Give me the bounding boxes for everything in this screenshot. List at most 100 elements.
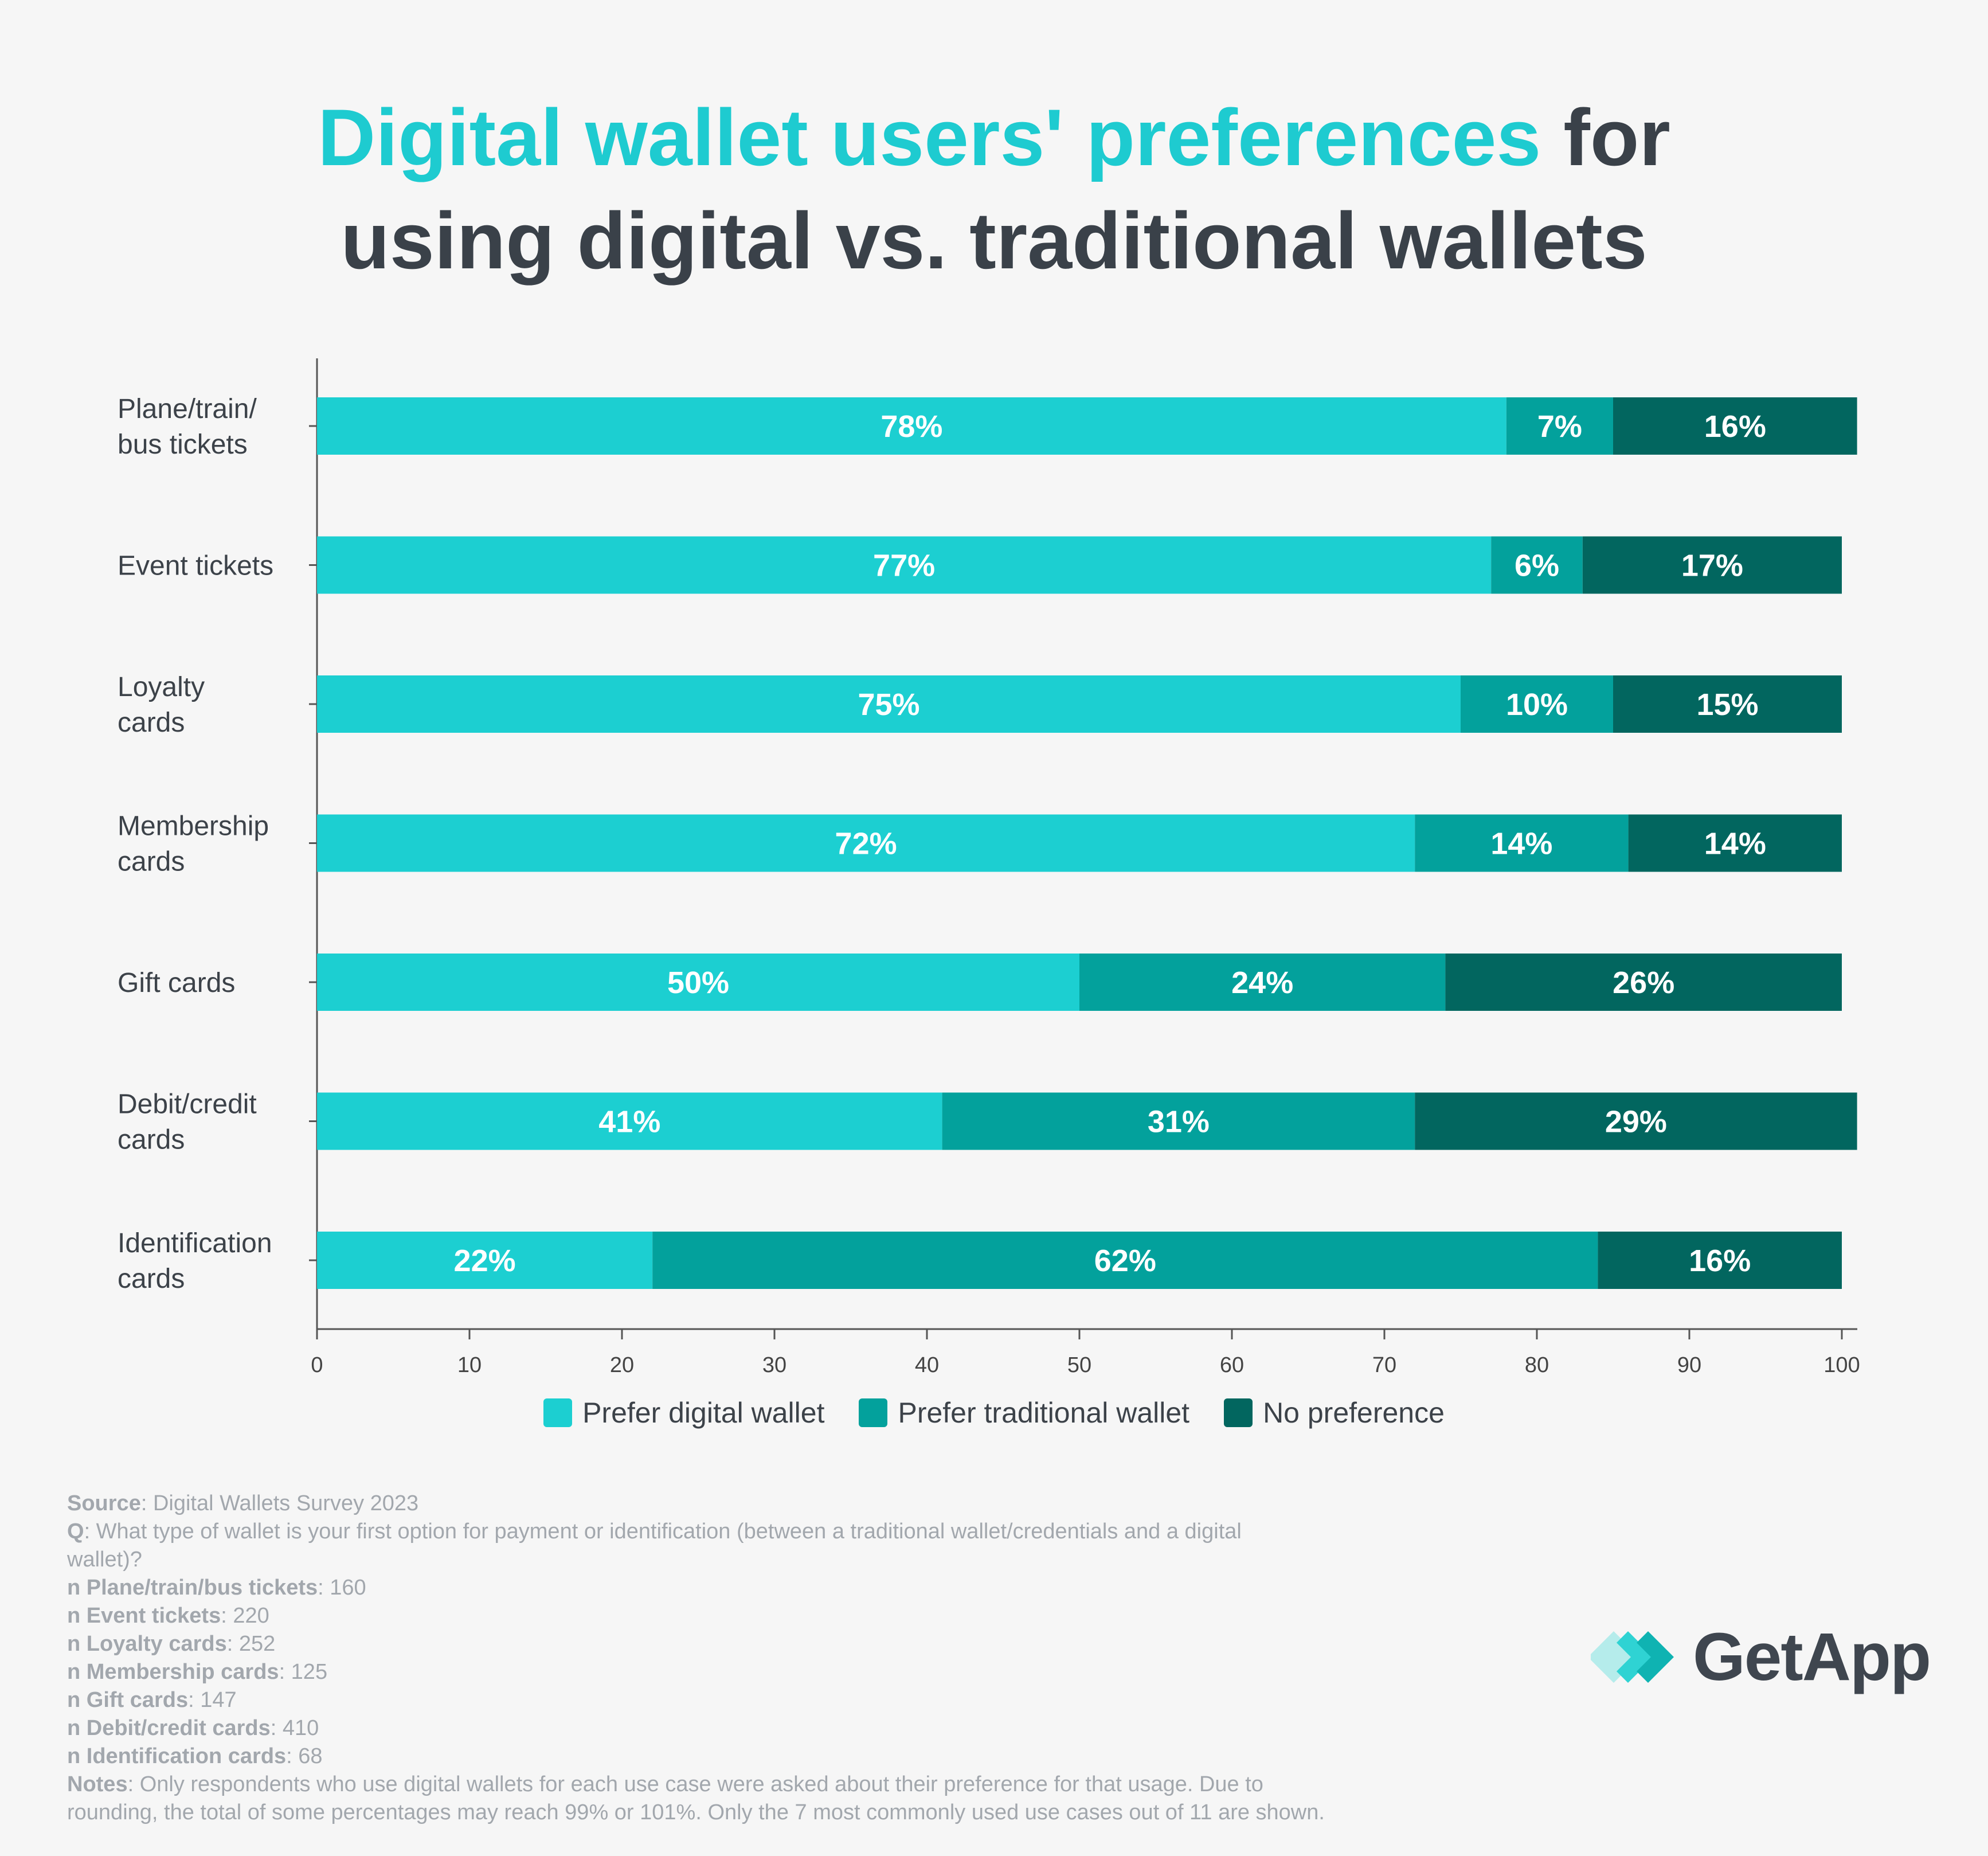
category-label: Debit/credit (118, 1089, 257, 1120)
category-label: Event tickets (118, 551, 273, 581)
x-tick-label: 80 (1525, 1353, 1549, 1377)
x-tick-label: 40 (915, 1353, 939, 1377)
footnote-text: : 125 (279, 1660, 328, 1684)
data-label: 78% (880, 409, 942, 444)
bar-no-preference (1598, 1232, 1842, 1289)
bar-traditional (1491, 536, 1583, 594)
x-tick-label: 50 (1067, 1353, 1091, 1377)
category-label: Gift cards (118, 968, 235, 998)
x-tick-label: 90 (1677, 1353, 1701, 1377)
legend-item-digital: Prefer digital wallet (543, 1396, 824, 1429)
footnote-label: Source (67, 1491, 141, 1515)
bar-digital (317, 1232, 653, 1289)
footnote-line: Q: What type of wallet is your first opt… (67, 1518, 1443, 1546)
legend-swatch-no-preference (1224, 1398, 1253, 1427)
bar-digital (317, 536, 1492, 594)
legend-swatch-traditional (859, 1398, 888, 1427)
footnote-line: wallet)? (67, 1546, 1443, 1574)
category-label: Loyalty (118, 672, 205, 702)
footnote-label: n Identification cards (67, 1744, 287, 1768)
data-label: 26% (1613, 966, 1674, 1000)
bar-no-preference (1582, 536, 1842, 594)
footnote-text: : 68 (286, 1744, 323, 1768)
footnote-line: n Event tickets: 220 (67, 1602, 1443, 1630)
title-rest: for (1563, 92, 1670, 182)
category-label: Identification (118, 1228, 272, 1259)
data-label: 24% (1231, 966, 1293, 1000)
legend-label-no-preference: No preference (1263, 1397, 1445, 1429)
bar-digital (317, 814, 1415, 872)
data-label: 16% (1704, 409, 1766, 444)
legend-item-no-preference: No preference (1224, 1396, 1445, 1429)
chart-legend: Prefer digital wallet Prefer traditional… (0, 1396, 1988, 1429)
footnote-label: n Membership cards (67, 1660, 279, 1684)
footnote-label: n Plane/train/bus tickets (67, 1576, 318, 1600)
footnote-line: n Gift cards: 147 (67, 1686, 1443, 1714)
footnote-line: Notes: Only respondents who use digital … (67, 1771, 1443, 1799)
bar-traditional (942, 1092, 1415, 1150)
footnote-text: : 410 (270, 1716, 319, 1740)
footnote-label: Notes (67, 1772, 128, 1796)
footnote-label: n Loyalty cards (67, 1632, 227, 1656)
footnote-text: : 220 (221, 1604, 269, 1628)
legend-item-traditional: Prefer traditional wallet (859, 1396, 1189, 1429)
footnote-line: Source: Digital Wallets Survey 2023 (67, 1490, 1443, 1518)
legend-label-digital: Prefer digital wallet (582, 1397, 825, 1429)
footnote-text: wallet)? (67, 1548, 142, 1572)
bar-traditional (1415, 814, 1629, 872)
data-label: 77% (873, 549, 935, 583)
legend-label-traditional: Prefer traditional wallet (898, 1397, 1190, 1429)
footnote-line: n Membership cards: 125 (67, 1658, 1443, 1686)
footnote-label: n Event tickets (67, 1604, 221, 1628)
bar-no-preference (1613, 675, 1842, 733)
data-label: 14% (1490, 827, 1552, 861)
data-label: 17% (1681, 549, 1743, 583)
data-label: 50% (667, 966, 729, 1000)
footnote-line: rounding, the total of some percentages … (67, 1799, 1443, 1827)
data-label: 29% (1605, 1105, 1667, 1139)
footnote-line: n Debit/credit cards: 410 (67, 1714, 1443, 1742)
category-label: Plane/train/ (118, 394, 257, 424)
x-tick-label: 70 (1372, 1353, 1396, 1377)
getapp-logo: GetApp (1591, 1619, 1946, 1695)
x-tick-label: 60 (1220, 1353, 1244, 1377)
category-label: Membership (118, 811, 269, 842)
data-label: 41% (598, 1105, 660, 1139)
data-label: 72% (835, 827, 897, 861)
footnote-label: n Gift cards (67, 1688, 189, 1712)
x-tick-label: 30 (762, 1353, 786, 1377)
bar-no-preference (1445, 954, 1842, 1011)
footnote-label: Q (67, 1519, 84, 1544)
category-label: bus tickets (118, 429, 248, 460)
bar-no-preference (1415, 1092, 1857, 1150)
category-label: cards (118, 708, 185, 738)
footnote-line: n Identification cards: 68 (67, 1742, 1443, 1771)
legend-swatch-digital (543, 1398, 573, 1427)
footnote-text: : 160 (318, 1576, 366, 1600)
footnote-text: rounding, the total of some percentages … (67, 1800, 1325, 1824)
data-label: 31% (1148, 1105, 1210, 1139)
stacked-bar-chart: 0 10 20 30 40 50 60 70 80 90 100 Plane/train/bus ti… (118, 358, 1860, 1377)
footnote-label: n Debit/credit cards (67, 1716, 271, 1740)
logo-text: GetApp (1693, 1619, 1931, 1695)
footnote-text: : What type of wallet is your first opti… (84, 1519, 1242, 1544)
x-tick-label: 100 (1823, 1353, 1860, 1377)
data-label: 62% (1094, 1244, 1156, 1278)
bar-no-preference (1613, 397, 1857, 455)
footnote-line: n Loyalty cards: 252 (67, 1630, 1443, 1658)
bar-no-preference (1628, 814, 1842, 872)
bar-digital (317, 397, 1506, 455)
data-label: 15% (1696, 687, 1758, 722)
bar-traditional (652, 1232, 1598, 1289)
data-label: 75% (858, 687, 919, 722)
category-label: cards (118, 1264, 185, 1294)
bar-digital (317, 675, 1461, 733)
bar-traditional (1461, 675, 1613, 733)
x-tick-label: 0 (311, 1353, 323, 1377)
footnote-text: : 147 (188, 1688, 237, 1712)
chart-title: Digital wallet users' preferences for us… (0, 86, 1988, 292)
bar-traditional (1506, 397, 1613, 455)
bar-digital (317, 1092, 942, 1150)
title-line2: using digital vs. traditional wallets (341, 196, 1647, 286)
footnote-text: : Digital Wallets Survey 2023 (140, 1491, 419, 1515)
